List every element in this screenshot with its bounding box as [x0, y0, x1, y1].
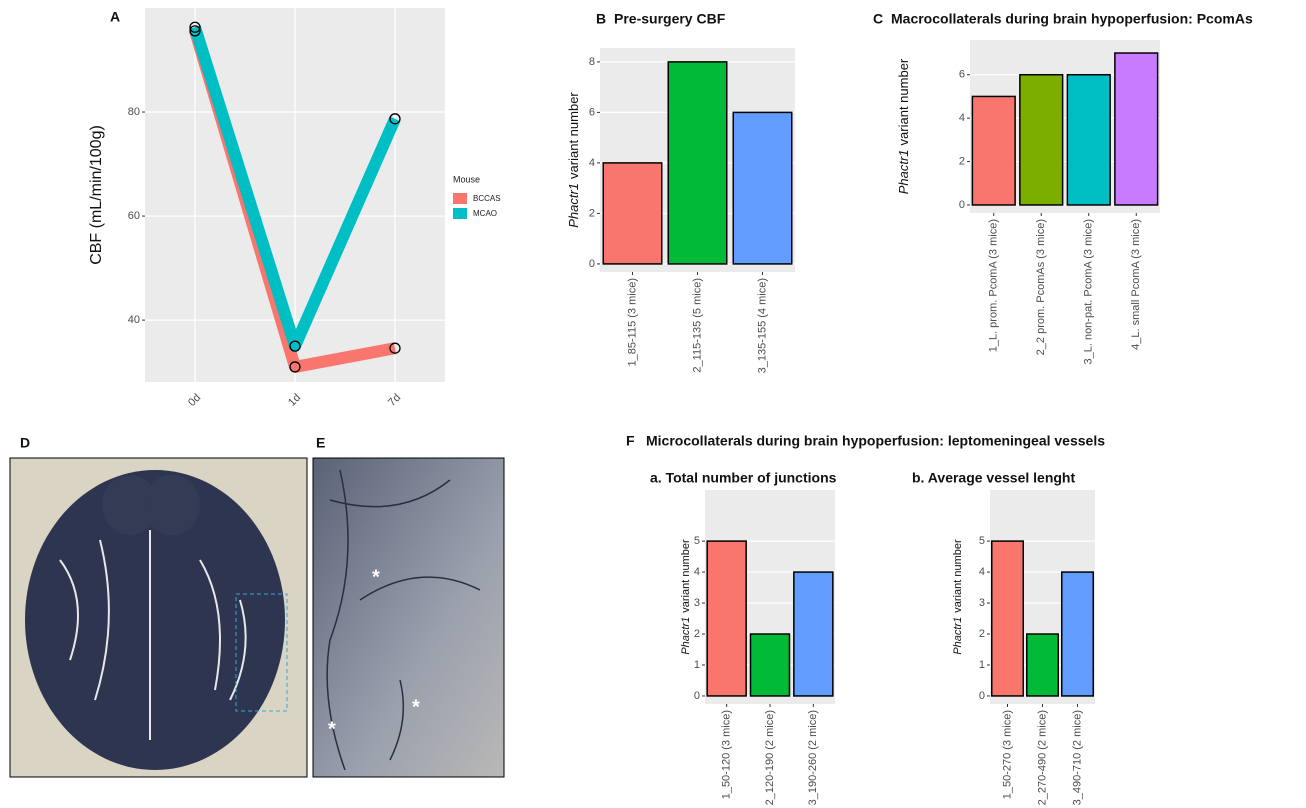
- chart-title: b. Average vessel lenght: [912, 470, 1075, 486]
- x-tick-label: 3_490-710 (2 mice): [1071, 710, 1083, 805]
- legend-swatch: [453, 208, 467, 219]
- y-axis-label-rest: variant number: [952, 539, 964, 613]
- y-axis-label-italic: Phactr1: [896, 149, 911, 194]
- x-tick-label: 1_50-120 (3 mice): [721, 710, 733, 799]
- x-tick-label: 1_L. prom. PcomA (3 mice): [988, 219, 1000, 352]
- y-tick-label: 0: [959, 199, 965, 211]
- y-tick-label: 1: [694, 659, 700, 671]
- section-title: Microcollaterals during brain hypoperfus…: [646, 433, 1105, 449]
- panel-label: C: [873, 11, 883, 27]
- legend-label: MCAO: [473, 209, 497, 218]
- x-tick-label: 2_2 prom. PcomAs (3 mice): [1035, 219, 1047, 355]
- y-axis-label-rest: variant number: [896, 58, 911, 145]
- y-tick-label: 3: [694, 597, 700, 609]
- y-tick-label: 2: [694, 628, 700, 640]
- panel-label: A: [110, 9, 120, 25]
- x-tick-label: 0d: [186, 392, 203, 409]
- x-tick-label: 4_L. small PcomA (3 mice): [1130, 219, 1142, 350]
- panel-label: B: [596, 11, 606, 27]
- y-axis-label-rest: variant number: [566, 92, 581, 179]
- y-tick-label: 1: [979, 659, 985, 671]
- bar: [707, 541, 746, 696]
- y-tick-label: 4: [959, 112, 965, 124]
- x-tick-label: 2_270-490 (2 mice): [1036, 710, 1048, 805]
- y-tick-label: 0: [589, 258, 595, 270]
- asterisk: *: [412, 696, 420, 718]
- chart-title: Macrocollaterals during brain hypoperfus…: [891, 11, 1253, 27]
- bar: [1020, 75, 1063, 205]
- x-tick-label: 3_L. non-pat. PcomA (3 mice): [1083, 219, 1095, 365]
- y-tick-label: 2: [959, 155, 965, 167]
- asterisk: *: [372, 566, 380, 588]
- panel-label: F: [626, 433, 635, 449]
- x-tick-label: 3_135-155 (4 mice): [756, 278, 768, 373]
- y-tick-label: 4: [979, 566, 985, 578]
- bar: [972, 96, 1015, 205]
- bar: [733, 112, 792, 264]
- x-tick-label: 2_115-135 (5 mice): [691, 278, 703, 373]
- panel-label: E: [316, 435, 325, 451]
- legend-swatch: [453, 193, 467, 204]
- bar: [751, 634, 790, 696]
- chart-title: a. Total number of junctions: [650, 470, 837, 486]
- bar: [668, 62, 727, 264]
- bulb: [144, 475, 200, 535]
- y-tick-label: 8: [589, 56, 595, 68]
- bar: [603, 163, 662, 264]
- bar: [992, 541, 1024, 696]
- y-tick-label: 60: [128, 210, 140, 222]
- bar: [794, 572, 833, 696]
- y-axis-label: Phactr1 variant number: [566, 92, 581, 228]
- y-tick-label: 3: [979, 597, 985, 609]
- y-tick-label: 40: [128, 314, 140, 326]
- x-tick-label: 1d: [286, 392, 303, 409]
- y-tick-label: 2: [589, 207, 595, 219]
- y-tick-label: 0: [979, 690, 985, 702]
- x-tick-label: 7d: [386, 392, 403, 409]
- panel-label: D: [20, 435, 30, 451]
- y-tick-label: 4: [694, 566, 700, 578]
- y-tick-label: 6: [959, 69, 965, 81]
- vessel-photo: [313, 458, 504, 777]
- y-axis-label: Phactr1 variant number: [680, 539, 692, 655]
- y-axis-label-italic: Phactr1: [680, 617, 692, 655]
- y-axis-label: Phactr1 variant number: [952, 539, 964, 655]
- y-tick-label: 0: [694, 690, 700, 702]
- legend-title: Mouse: [453, 174, 480, 184]
- y-axis-label: CBF (mL/min/100g): [88, 125, 105, 265]
- y-tick-label: 6: [589, 106, 595, 118]
- bar: [1067, 75, 1110, 205]
- y-tick-label: 4: [589, 157, 595, 169]
- bar: [1115, 53, 1158, 205]
- page: D E * * * F Microcollaterals during brai…: [0, 0, 1306, 808]
- y-axis-label-rest: variant number: [680, 539, 692, 613]
- y-tick-label: 5: [979, 535, 985, 547]
- legend-label: BCCAS: [473, 194, 501, 203]
- bar: [1062, 572, 1094, 696]
- x-tick-label: 1_85-115 (3 mice): [626, 278, 638, 366]
- asterisk: *: [328, 718, 336, 740]
- y-axis-label-italic: Phactr1: [952, 617, 964, 655]
- y-axis-label: Phactr1 variant number: [896, 58, 911, 194]
- figure: D E * * * F Microcollaterals during brai…: [0, 0, 1306, 808]
- y-axis-label-italic: Phactr1: [566, 183, 581, 228]
- y-tick-label: 2: [979, 628, 985, 640]
- chart-title: Pre-surgery CBF: [614, 11, 726, 27]
- x-tick-label: 3_190-260 (2 mice): [807, 710, 819, 805]
- x-tick-label: 2_120-190 (2 mice): [764, 710, 776, 805]
- x-tick-label: 1_50-270 (3 mice): [1001, 710, 1013, 799]
- bar: [1027, 634, 1059, 696]
- y-tick-label: 5: [694, 535, 700, 547]
- y-tick-label: 80: [128, 106, 140, 118]
